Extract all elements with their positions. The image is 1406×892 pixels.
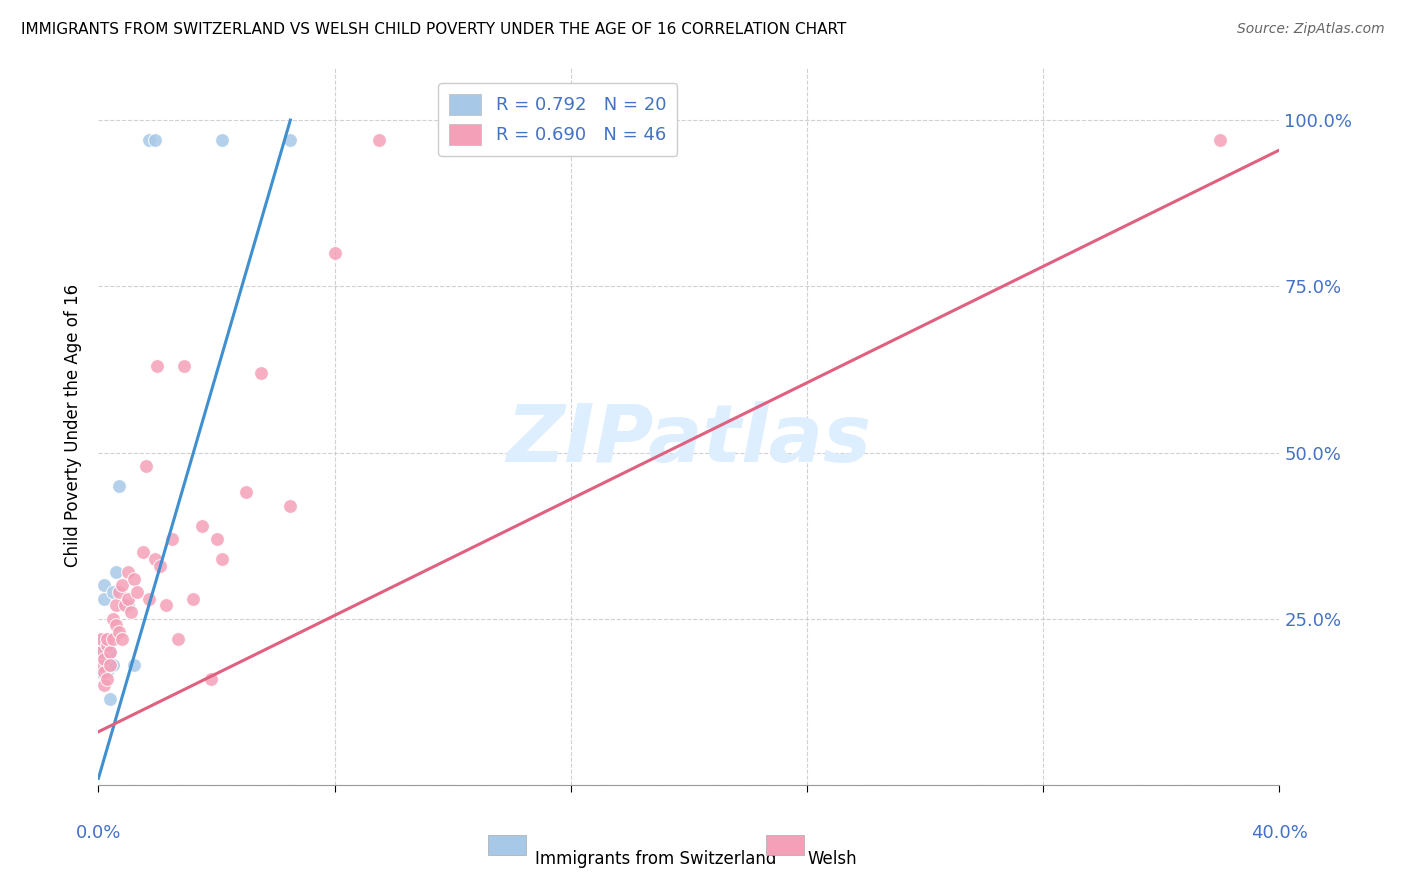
Point: [191, 518, 214, 533]
Point: [103, 585, 125, 599]
Point: [93, 578, 115, 592]
Text: Source: ZipAtlas.com: Source: ZipAtlas.com: [1237, 22, 1385, 37]
Text: IMMIGRANTS FROM SWITZERLAND VS WELSH CHILD POVERTY UNDER THE AGE OF 16 CORRELATI: IMMIGRANTS FROM SWITZERLAND VS WELSH CHI…: [21, 22, 846, 37]
Point: [93, 591, 115, 606]
Point: [96, 658, 118, 673]
Point: [149, 558, 172, 573]
Point: [98, 691, 121, 706]
Point: [235, 485, 257, 500]
Point: [200, 672, 222, 686]
Point: [96, 638, 118, 652]
Point: [105, 565, 128, 579]
Point: [120, 605, 142, 619]
Point: [117, 565, 139, 579]
Point: [280, 499, 302, 513]
Point: [280, 133, 302, 147]
Point: [90, 665, 112, 679]
Point: [155, 599, 177, 613]
Point: [132, 545, 155, 559]
Point: [93, 632, 115, 646]
Point: [211, 552, 233, 566]
Point: [138, 133, 160, 147]
Text: 40.0%: 40.0%: [1251, 824, 1308, 842]
Bar: [766, 835, 803, 855]
Text: Welsh: Welsh: [807, 849, 856, 868]
Point: [117, 599, 139, 613]
Point: [146, 359, 169, 373]
Point: [211, 133, 233, 147]
Point: [93, 665, 115, 679]
Point: [122, 658, 145, 673]
Point: [105, 618, 128, 632]
Point: [368, 133, 391, 147]
Point: [114, 599, 136, 613]
Bar: [488, 835, 526, 855]
Point: [108, 625, 131, 640]
Text: ZIPatlas: ZIPatlas: [506, 401, 872, 479]
Point: [162, 532, 183, 546]
Text: 0.0%: 0.0%: [76, 824, 121, 842]
Point: [105, 599, 128, 613]
Point: [135, 458, 157, 473]
Point: [323, 246, 346, 260]
Point: [90, 632, 112, 646]
Point: [96, 638, 118, 652]
Point: [98, 645, 121, 659]
Point: [93, 651, 115, 665]
Point: [90, 658, 112, 673]
Point: [125, 585, 148, 599]
Point: [96, 672, 118, 686]
Point: [111, 578, 134, 592]
Text: Immigrants from Switzerland: Immigrants from Switzerland: [536, 849, 776, 868]
Point: [205, 532, 228, 546]
Point: [117, 591, 139, 606]
Point: [98, 658, 121, 673]
Y-axis label: Child Poverty Under the Age of 16: Child Poverty Under the Age of 16: [65, 285, 83, 567]
Point: [173, 359, 195, 373]
Point: [181, 591, 204, 606]
Point: [143, 552, 166, 566]
Point: [167, 632, 190, 646]
Point: [103, 612, 125, 626]
Point: [108, 479, 131, 493]
Point: [96, 632, 118, 646]
Point: [122, 572, 145, 586]
Point: [98, 645, 121, 659]
Point: [96, 665, 118, 679]
Point: [138, 591, 160, 606]
Point: [103, 632, 125, 646]
Point: [93, 678, 115, 692]
Point: [1209, 133, 1232, 147]
Point: [250, 366, 273, 380]
Point: [103, 658, 125, 673]
Point: [143, 133, 166, 147]
Point: [111, 632, 134, 646]
Legend: R = 0.792   N = 20, R = 0.690   N = 46: R = 0.792 N = 20, R = 0.690 N = 46: [439, 83, 678, 155]
Point: [90, 645, 112, 659]
Point: [108, 585, 131, 599]
Point: [90, 645, 112, 659]
